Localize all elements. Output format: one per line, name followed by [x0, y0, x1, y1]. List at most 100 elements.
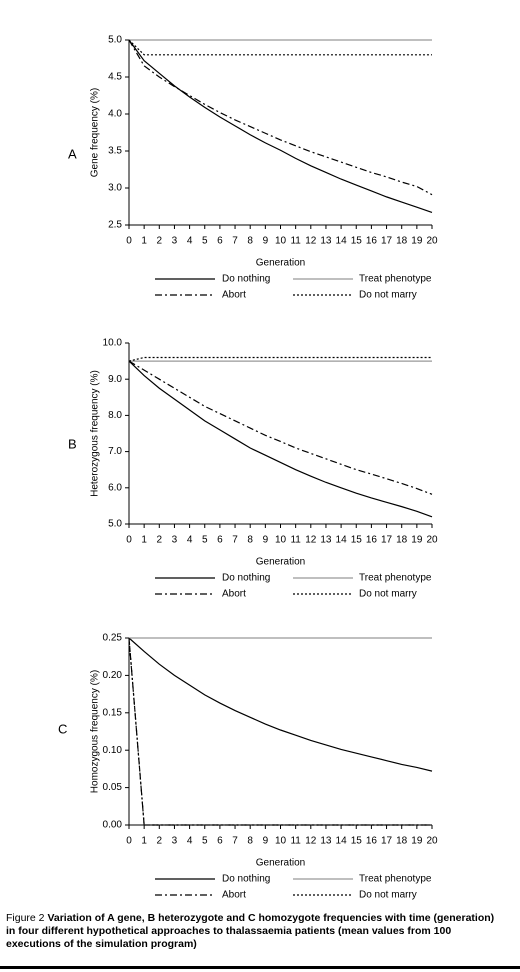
x-tick-label: 12 [305, 836, 317, 847]
x-tick-label: 6 [217, 535, 223, 546]
x-tick-label: 19 [411, 236, 423, 247]
series-line [128, 39, 433, 196]
x-tick-label: 0 [126, 836, 132, 847]
legend-label: Do not marry [359, 290, 417, 301]
y-tick-label: 3.0 [108, 183, 122, 194]
x-tick-label: 7 [232, 836, 238, 847]
legend-label: Treat phenotype [359, 874, 432, 885]
series-line [128, 637, 432, 826]
y-tick-label: 5.0 [108, 35, 122, 46]
x-tick-label: 12 [305, 236, 317, 247]
x-tick-label: 17 [381, 535, 393, 546]
series-line [128, 360, 433, 495]
y-axis-label: Homozygous frequency (%) [90, 670, 101, 793]
x-tick-label: 3 [172, 535, 178, 546]
x-tick-label: 15 [351, 236, 363, 247]
x-tick-label: 11 [290, 535, 301, 546]
legend-label: Treat phenotype [359, 573, 432, 584]
series-line [128, 637, 433, 772]
x-tick-label: 18 [396, 236, 408, 247]
x-tick-label: 1 [141, 236, 147, 247]
x-tick-label: 1 [141, 836, 147, 847]
x-tick-label: 18 [396, 836, 408, 847]
x-tick-label: 16 [366, 236, 378, 247]
series-line [128, 39, 432, 56]
x-tick-label: 8 [247, 535, 253, 546]
y-tick-label: 4.0 [108, 109, 122, 120]
series-line [128, 360, 433, 518]
x-tick-label: 20 [426, 236, 438, 247]
series-line [128, 637, 432, 826]
x-tick-label: 17 [381, 236, 393, 247]
x-axis-label: Generation [256, 858, 305, 869]
legend-label: Do nothing [222, 274, 270, 285]
rule [0, 966, 520, 969]
x-tick-label: 4 [187, 535, 193, 546]
y-tick-label: 0.20 [103, 670, 123, 681]
x-tick-label: 19 [411, 535, 423, 546]
panel-label: B [68, 436, 77, 451]
x-tick-label: 6 [217, 236, 223, 247]
y-tick-label: 5.0 [108, 519, 122, 530]
x-tick-label: 15 [351, 836, 363, 847]
y-tick-label: 4.5 [108, 72, 122, 83]
series-line [128, 356, 432, 362]
x-tick-label: 16 [366, 836, 378, 847]
y-tick-label: 0.10 [103, 745, 123, 756]
x-tick-label: 2 [157, 535, 163, 546]
x-tick-label: 2 [157, 836, 163, 847]
x-tick-label: 15 [351, 535, 363, 546]
panel-label: A [68, 146, 77, 161]
x-tick-label: 5 [202, 236, 208, 247]
x-tick-label: 19 [411, 836, 423, 847]
x-tick-label: 5 [202, 836, 208, 847]
x-tick-label: 10 [275, 236, 287, 247]
x-tick-label: 7 [232, 535, 238, 546]
y-axis-label: Heterozygous frequency (%) [90, 370, 101, 497]
x-tick-label: 18 [396, 535, 408, 546]
x-tick-label: 13 [320, 535, 332, 546]
caption-text: Variation of A gene, B heterozygote and … [6, 912, 495, 950]
y-tick-label: 9.0 [108, 374, 122, 385]
y-tick-label: 6.0 [108, 482, 122, 493]
x-tick-label: 13 [320, 836, 332, 847]
x-tick-label: 16 [366, 535, 378, 546]
legend-label: Abort [222, 589, 246, 600]
legend-label: Do nothing [222, 874, 270, 885]
x-tick-label: 13 [320, 236, 332, 247]
x-tick-label: 14 [336, 535, 348, 546]
x-tick-label: 9 [263, 236, 269, 247]
y-axis-label: Gene frequency (%) [90, 88, 101, 178]
x-tick-label: 0 [126, 236, 132, 247]
y-tick-label: 0.25 [103, 633, 123, 644]
legend-label: Abort [222, 890, 246, 901]
y-tick-label: 0.15 [103, 707, 123, 718]
x-axis-label: Generation [256, 557, 305, 568]
x-tick-label: 9 [263, 535, 269, 546]
legend-label: Do not marry [359, 890, 417, 901]
x-tick-label: 0 [126, 535, 132, 546]
x-tick-label: 11 [290, 236, 301, 247]
x-tick-label: 2 [157, 236, 163, 247]
series-line [128, 39, 433, 213]
x-tick-label: 1 [141, 535, 147, 546]
x-tick-label: 10 [275, 836, 287, 847]
y-tick-label: 3.5 [108, 146, 122, 157]
x-tick-label: 8 [247, 236, 253, 247]
y-tick-label: 0.00 [103, 820, 123, 831]
y-tick-label: 10.0 [103, 338, 123, 349]
x-axis-label: Generation [256, 258, 305, 269]
x-tick-label: 5 [202, 535, 208, 546]
x-tick-label: 8 [247, 836, 253, 847]
legend-label: Do nothing [222, 573, 270, 584]
x-tick-label: 14 [336, 236, 348, 247]
legend-label: Do not marry [359, 589, 417, 600]
x-tick-label: 10 [275, 535, 287, 546]
x-tick-label: 6 [217, 836, 223, 847]
x-tick-label: 20 [426, 836, 438, 847]
legend-label: Abort [222, 290, 246, 301]
x-tick-label: 3 [172, 236, 178, 247]
x-tick-label: 11 [290, 836, 301, 847]
y-tick-label: 2.5 [108, 220, 122, 231]
